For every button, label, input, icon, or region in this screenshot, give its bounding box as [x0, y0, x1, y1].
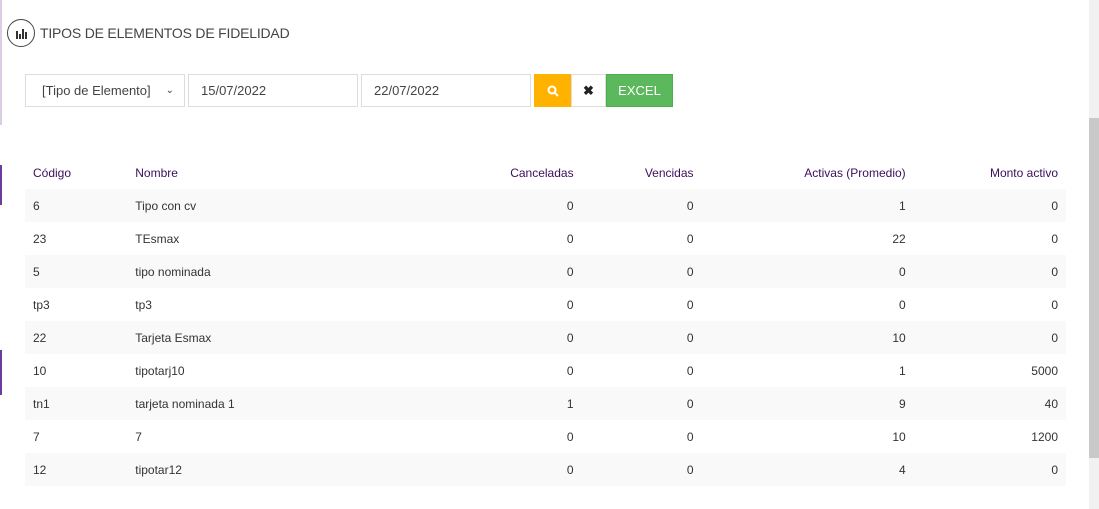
table-cell: 0	[566, 330, 574, 345]
filter-bar: [Tipo de Elemento] ⌄ 15/07/2022 22/07/202…	[25, 74, 673, 107]
element-type-select[interactable]: [Tipo de Elemento] ⌄	[25, 74, 185, 107]
table-cell: 0	[1051, 264, 1058, 279]
sidebar-edge	[0, 165, 2, 205]
sidebar-edge	[0, 0, 2, 125]
table-cell: 0	[686, 330, 694, 345]
column-header: Canceladas	[510, 165, 574, 180]
table-cell: 0	[686, 198, 694, 213]
table-cell: 0	[566, 264, 574, 279]
table-cell: Tarjeta Esmax	[135, 330, 212, 345]
table-cell: 0	[898, 264, 906, 279]
sidebar-edge	[0, 350, 2, 395]
table-cell: 0	[1051, 198, 1058, 213]
table-cell: 5	[33, 264, 40, 279]
search-icon	[547, 85, 559, 97]
table-cell: 22	[892, 231, 906, 246]
table-cell: 0	[1051, 462, 1058, 477]
column-header: Activas (Promedio)	[804, 165, 906, 180]
table-row: 12 tipotar12 0 0 4 0	[25, 453, 1066, 486]
close-icon: ✖	[583, 82, 594, 98]
table-cell: 10	[33, 363, 47, 378]
table-cell: 1	[898, 363, 906, 378]
date-to-input[interactable]: 22/07/2022	[361, 74, 531, 107]
table-row: tp3 tp3 0 0 0 0	[25, 288, 1066, 321]
table-cell: tp3	[135, 297, 152, 312]
table-cell: 0	[686, 429, 694, 444]
date-from-input[interactable]: 15/07/2022	[188, 74, 358, 107]
table-cell: 10	[892, 330, 906, 345]
table-cell: 0	[1051, 330, 1058, 345]
scrollbar-thumb[interactable]	[1089, 118, 1099, 458]
table-cell: 0	[566, 429, 574, 444]
table-cell: 1200	[1031, 429, 1058, 444]
table-cell: 0	[686, 462, 694, 477]
table-cell: 23	[33, 231, 47, 246]
clear-button[interactable]: ✖	[571, 74, 606, 107]
table-cell: 0	[686, 396, 694, 411]
page-title: TIPOS DE ELEMENTOS DE FIDELIDAD	[7, 19, 290, 47]
table-cell: tarjeta nominada 1	[135, 396, 235, 411]
table-cell: tp3	[33, 297, 50, 312]
table-cell: 6	[33, 198, 40, 213]
table-cell: 9	[898, 396, 906, 411]
table-cell: 0	[566, 297, 574, 312]
table-cell: 7	[135, 429, 142, 444]
table-row: tn1 tarjeta nominada 1 1 0 9 40	[25, 387, 1066, 420]
table-cell: 0	[566, 363, 574, 378]
table-row: 5 tipo nominada 0 0 0 0	[25, 255, 1066, 288]
table-cell: Tipo con cv	[135, 198, 197, 213]
page-title-text: TIPOS DE ELEMENTOS DE FIDELIDAD	[40, 25, 290, 41]
table-row: 10 tipotarj10 0 0 1 5000	[25, 354, 1066, 387]
table-cell: 10	[892, 429, 906, 444]
table-row: 22 Tarjeta Esmax 0 0 10 0	[25, 321, 1066, 354]
table-cell: 1	[566, 396, 574, 411]
table-cell: 22	[33, 330, 47, 345]
table-cell: 1	[898, 198, 906, 213]
results-table: Código Nombre Canceladas Vencidas Activas (P…	[25, 156, 1066, 486]
search-button[interactable]	[534, 74, 571, 107]
table-row: 7 7 0 0 10 1200	[25, 420, 1066, 453]
table-cell: 0	[566, 462, 574, 477]
table-cell: 0	[686, 231, 694, 246]
excel-button[interactable]: EXCEL	[606, 74, 673, 107]
table-cell: TEsmax	[135, 231, 180, 246]
table-cell: tipotarj10	[135, 363, 185, 378]
table-cell: 0	[898, 297, 906, 312]
table-row: 23 TEsmax 0 0 22 0	[25, 222, 1066, 255]
table-cell: 0	[566, 231, 574, 246]
table-cell: tn1	[33, 396, 50, 411]
column-header: Código	[33, 165, 72, 180]
table-cell: 12	[33, 462, 47, 477]
table-cell: 4	[898, 462, 906, 477]
table-cell: 0	[686, 297, 694, 312]
chevron-down-icon: ⌄	[165, 85, 174, 96]
select-value: [Tipo de Elemento]	[42, 83, 151, 98]
bar-chart-icon	[7, 19, 35, 47]
column-header: Nombre	[135, 165, 178, 180]
column-header: Monto activo	[989, 165, 1058, 180]
table-cell: 0	[686, 264, 694, 279]
table-row: 6 Tipo con cv 0 0 1 0	[25, 189, 1066, 222]
table-cell: tipotar12	[135, 462, 182, 477]
column-header: Vencidas	[644, 165, 694, 180]
table-cell: 5000	[1031, 363, 1058, 378]
table-cell: 7	[33, 429, 40, 444]
scrollbar[interactable]	[1089, 0, 1099, 509]
table-cell: tipo nominada	[135, 264, 211, 279]
table-cell: 0	[1051, 231, 1058, 246]
table-cell: 0	[686, 363, 694, 378]
table-cell: 0	[1051, 297, 1058, 312]
table-cell: 40	[1044, 396, 1058, 411]
table-cell: 0	[566, 198, 574, 213]
